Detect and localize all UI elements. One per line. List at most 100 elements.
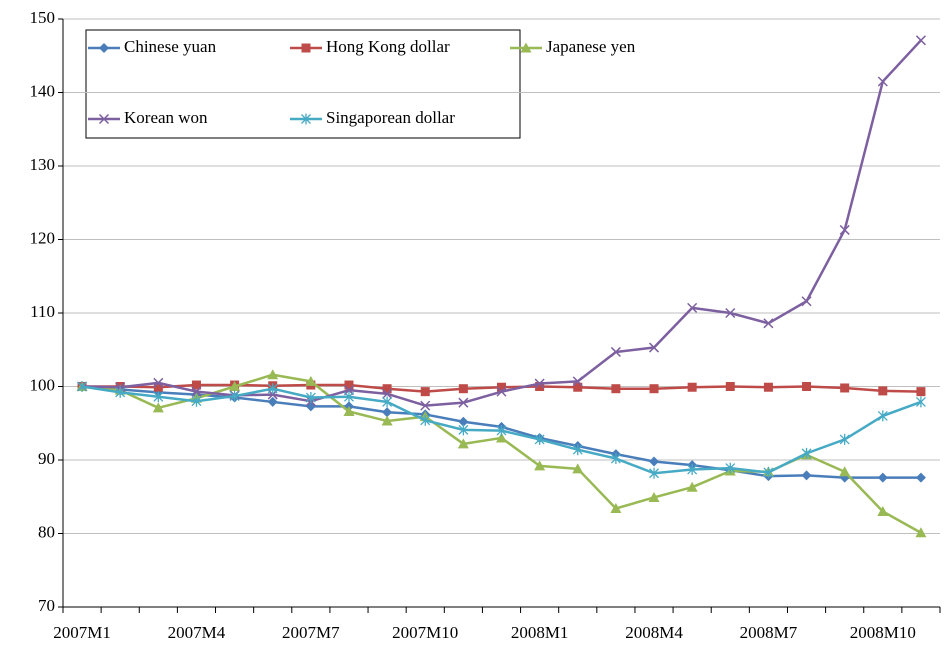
marker bbox=[301, 43, 311, 53]
marker bbox=[915, 472, 926, 483]
marker bbox=[301, 113, 311, 125]
marker bbox=[763, 466, 774, 478]
y-tick-label: 130 bbox=[30, 155, 56, 174]
marker bbox=[496, 386, 507, 397]
x-tick-label: 2008M4 bbox=[625, 623, 683, 642]
marker bbox=[687, 382, 697, 392]
marker bbox=[878, 386, 888, 396]
y-tick-label: 70 bbox=[38, 596, 55, 615]
marker bbox=[382, 407, 393, 418]
marker bbox=[687, 302, 698, 313]
marker bbox=[801, 447, 812, 459]
x-tick-label: 2007M7 bbox=[282, 623, 340, 642]
y-tick-label: 110 bbox=[30, 302, 55, 321]
marker bbox=[305, 375, 317, 386]
marker bbox=[839, 433, 850, 445]
marker bbox=[420, 400, 431, 411]
marker bbox=[610, 503, 622, 514]
marker bbox=[458, 384, 468, 394]
y-tick-label: 90 bbox=[38, 449, 55, 468]
marker bbox=[191, 380, 201, 390]
marker bbox=[801, 470, 812, 481]
marker bbox=[648, 342, 660, 353]
legend-label: Singaporean dollar bbox=[326, 108, 455, 127]
marker bbox=[839, 224, 850, 235]
x-tick-label: 2008M7 bbox=[740, 623, 798, 642]
x-tick-label: 2007M4 bbox=[168, 623, 226, 642]
marker bbox=[458, 397, 469, 408]
marker bbox=[763, 382, 773, 392]
marker bbox=[802, 382, 812, 391]
marker bbox=[763, 318, 774, 329]
marker bbox=[191, 386, 202, 397]
marker bbox=[229, 381, 241, 391]
marker bbox=[496, 432, 507, 443]
marker bbox=[535, 382, 545, 391]
marker bbox=[77, 381, 88, 392]
marker bbox=[191, 395, 202, 407]
marker bbox=[382, 396, 393, 408]
marker bbox=[520, 42, 532, 53]
marker bbox=[344, 391, 354, 403]
marker bbox=[877, 505, 889, 516]
marker bbox=[153, 377, 164, 388]
marker bbox=[915, 35, 926, 46]
marker bbox=[572, 376, 583, 387]
marker bbox=[687, 464, 698, 476]
marker bbox=[99, 43, 109, 53]
marker bbox=[496, 425, 507, 437]
marker bbox=[534, 460, 546, 471]
y-tick-label: 100 bbox=[30, 375, 56, 394]
x-tick-label: 2008M1 bbox=[511, 623, 569, 642]
marker bbox=[534, 433, 545, 445]
marker bbox=[649, 467, 659, 479]
marker bbox=[649, 456, 660, 467]
marker bbox=[267, 396, 278, 407]
legend-label: Japanese yen bbox=[546, 37, 636, 56]
marker bbox=[382, 388, 393, 399]
marker bbox=[153, 391, 164, 403]
marker bbox=[382, 384, 392, 394]
marker bbox=[648, 491, 660, 502]
marker bbox=[573, 382, 583, 392]
marker bbox=[458, 416, 469, 427]
marker bbox=[229, 390, 240, 402]
marker bbox=[725, 307, 736, 319]
legend-label: Korean won bbox=[124, 108, 208, 127]
marker bbox=[153, 382, 163, 392]
y-tick-label: 140 bbox=[30, 81, 56, 100]
marker bbox=[649, 384, 659, 394]
y-tick-label: 120 bbox=[30, 228, 56, 247]
marker bbox=[98, 113, 110, 125]
y-tick-label: 150 bbox=[30, 8, 56, 27]
marker bbox=[458, 424, 469, 436]
marker bbox=[381, 415, 393, 426]
marker bbox=[611, 384, 621, 394]
marker bbox=[915, 396, 926, 408]
marker bbox=[152, 402, 164, 413]
marker bbox=[267, 383, 278, 395]
marker bbox=[115, 386, 126, 398]
marker bbox=[572, 444, 583, 456]
y-tick-label: 80 bbox=[38, 522, 55, 541]
marker bbox=[610, 453, 621, 465]
marker bbox=[457, 438, 469, 449]
marker bbox=[305, 392, 316, 404]
legend-label: Chinese yuan bbox=[124, 37, 217, 56]
marker bbox=[610, 346, 621, 357]
marker bbox=[877, 472, 888, 483]
marker bbox=[686, 481, 698, 492]
legend-label: Hong Kong dollar bbox=[326, 37, 450, 56]
marker bbox=[915, 527, 927, 538]
marker bbox=[877, 76, 888, 87]
marker bbox=[877, 410, 888, 422]
x-tick-label: 2007M1 bbox=[53, 623, 111, 642]
marker bbox=[420, 387, 430, 397]
marker bbox=[344, 380, 354, 390]
marker bbox=[725, 382, 735, 391]
marker bbox=[840, 383, 850, 393]
marker bbox=[916, 387, 926, 397]
marker bbox=[534, 378, 545, 389]
marker bbox=[839, 466, 851, 477]
